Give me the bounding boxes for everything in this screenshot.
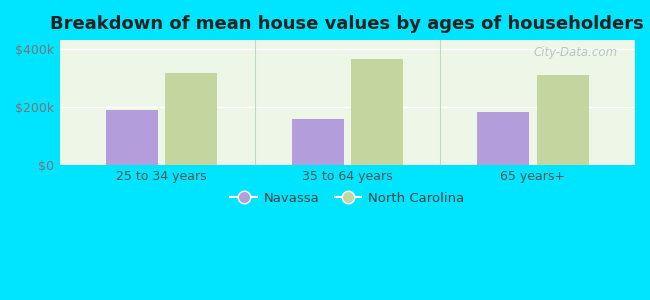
Bar — [351, 59, 403, 165]
Bar — [292, 119, 344, 165]
Bar — [477, 112, 529, 165]
Legend: Navassa, North Carolina: Navassa, North Carolina — [225, 187, 469, 210]
Bar — [537, 75, 589, 165]
Bar — [166, 74, 218, 165]
Bar — [106, 110, 158, 165]
Text: City-Data.com: City-Data.com — [534, 46, 618, 59]
Title: Breakdown of mean house values by ages of householders: Breakdown of mean house values by ages o… — [51, 15, 644, 33]
